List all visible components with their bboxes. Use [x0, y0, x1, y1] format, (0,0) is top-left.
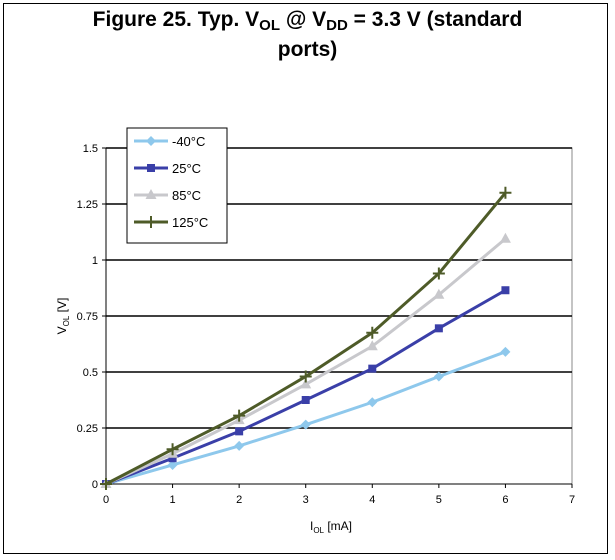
- x-tick-label: 3: [303, 494, 309, 506]
- legend-label: -40°C: [172, 134, 205, 149]
- legend-swatch-marker: [147, 164, 155, 172]
- data-point: [166, 443, 179, 456]
- title-subscript-ol: OL: [259, 17, 280, 34]
- data-point: [300, 378, 312, 389]
- series: [101, 346, 511, 489]
- data-point: [167, 459, 178, 470]
- data-point: [433, 288, 445, 299]
- title-suffix: = 3.3 V (standard: [347, 8, 523, 31]
- data-point: [366, 326, 379, 339]
- data-point: [367, 397, 378, 408]
- x-axis-label: IOL [mA]: [310, 519, 352, 535]
- y-tick-label: 0.25: [77, 423, 98, 435]
- title-line-2: ports): [277, 38, 338, 61]
- data-point: [434, 324, 443, 333]
- data-point: [499, 186, 512, 199]
- legend-box: [126, 127, 228, 244]
- y-axis-label: VOL [V]: [55, 298, 71, 335]
- x-tick-label: 6: [502, 494, 508, 506]
- figure-frame: [3, 3, 608, 554]
- y-tick-label: 1.25: [77, 199, 98, 211]
- y-tick-label: 1: [92, 255, 98, 267]
- data-point: [235, 427, 244, 436]
- x-tick-label: 0: [103, 494, 109, 506]
- x-tick-label: 7: [569, 494, 575, 506]
- legend-label: 25°C: [172, 161, 201, 176]
- data-point: [368, 364, 377, 373]
- data-point: [499, 232, 511, 243]
- legend-swatch-marker: [145, 189, 157, 199]
- data-point: [234, 440, 245, 451]
- data-point: [100, 478, 112, 490]
- data-point: [433, 371, 444, 382]
- x-tick-label: 2: [236, 494, 242, 506]
- series: [100, 186, 512, 490]
- figure-title: Figure 25. Typ. VOL @ VDD = 3.3 V (stand…: [0, 8, 615, 62]
- data-point: [432, 267, 445, 280]
- series-line: [105, 237, 507, 486]
- x-tick-label: 4: [369, 494, 375, 506]
- data-point: [299, 370, 312, 383]
- data-point: [300, 419, 311, 430]
- legend: -40°C 25°C 85°C 125°C: [126, 127, 228, 244]
- legend-swatch-marker: [145, 216, 157, 228]
- legend-label: 85°C: [172, 188, 201, 203]
- data-point: [233, 409, 246, 422]
- title-prefix: Figure 25. Typ. V: [92, 8, 260, 31]
- x-tick-label: 1: [170, 494, 176, 506]
- data-point: [168, 454, 177, 463]
- legend-swatch-marker: [146, 136, 156, 146]
- legend-label: 125°C: [172, 215, 208, 230]
- y-tick-label: 0.75: [77, 311, 98, 323]
- y-tick-label: 0.5: [83, 367, 98, 379]
- series: [100, 232, 511, 488]
- title-subscript-dd: DD: [326, 17, 348, 34]
- y-tick-label: 0: [92, 479, 98, 491]
- title-mid: @ V: [280, 8, 327, 31]
- data-point: [301, 396, 310, 404]
- data-point: [366, 340, 378, 351]
- data-point: [501, 286, 510, 295]
- data-point: [500, 346, 511, 357]
- x-tick-label: 5: [436, 494, 442, 506]
- y-tick-label: 1.5: [83, 143, 98, 155]
